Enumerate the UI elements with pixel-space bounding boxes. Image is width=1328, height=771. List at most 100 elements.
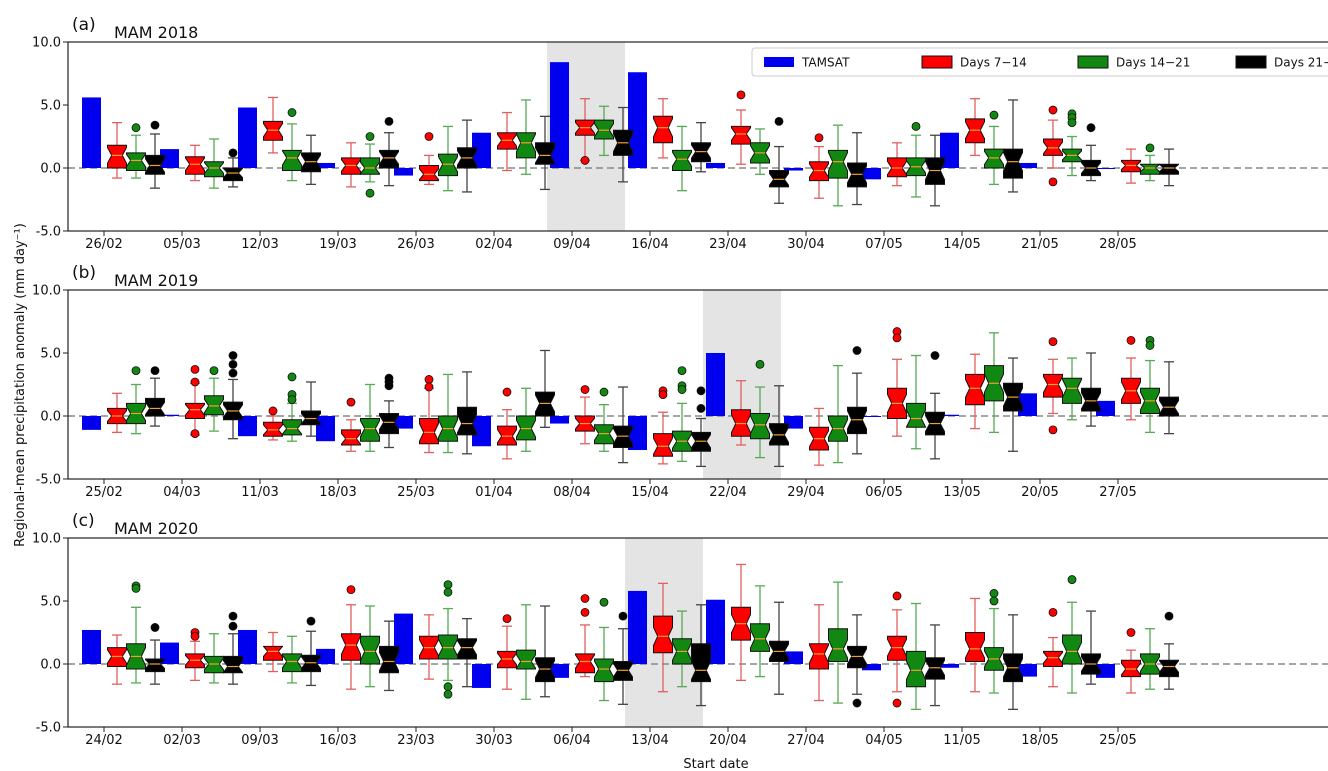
legend-label: Days 7−14	[960, 56, 1027, 70]
box-days-21-28-outlier	[930, 351, 940, 360]
box-days-7-14	[497, 132, 517, 150]
box-days-14-21	[984, 148, 1004, 169]
box-days-7-14	[341, 633, 361, 661]
box-days-14-21-outlier	[365, 132, 375, 141]
box-days-14-21-outlier	[287, 372, 297, 382]
legend-swatch	[1235, 55, 1267, 69]
box-days-14-21-outlier	[1067, 575, 1077, 584]
box-days-7-14-outlier	[268, 406, 278, 416]
tamsat-bar	[316, 416, 335, 442]
box-days-7-14	[731, 125, 751, 145]
box-days-7-14-outlier	[658, 390, 668, 399]
box-days-7-14-outlier	[424, 382, 434, 392]
tamsat-bar	[160, 149, 179, 168]
box-days-14-21	[1062, 634, 1082, 665]
box-days-7-14	[887, 157, 907, 178]
box-days-21-28-outlier	[696, 404, 706, 413]
x-tick-label: 24/02	[85, 733, 122, 748]
plot-frame	[67, 41, 1328, 232]
box-days-7-14	[185, 653, 205, 669]
box-days-21-28	[691, 643, 711, 683]
box-days-14-21-outlier	[599, 387, 609, 397]
box-days-7-14-outlier	[1126, 335, 1136, 345]
box-days-21-28	[145, 658, 165, 673]
box-days-14-21-outlier	[287, 108, 297, 117]
box-days-21-28	[457, 406, 477, 436]
box-days-21-28-outlier	[618, 611, 628, 621]
box-days-14-21	[828, 149, 848, 179]
x-tick-label: 28/05	[1099, 237, 1136, 252]
box-days-21-28-outlier	[228, 621, 238, 631]
x-tick-label: 09/03	[241, 733, 278, 748]
panel-label: (a)	[72, 15, 96, 35]
box-days-14-21	[516, 132, 536, 159]
box-days-14-21	[126, 152, 146, 171]
box-days-21-28	[223, 167, 243, 182]
box-days-14-21-outlier	[131, 123, 141, 133]
x-tick-label: 25/05	[1099, 733, 1136, 748]
panel-label: (b)	[72, 263, 96, 283]
x-tick-label: 30/03	[475, 733, 512, 748]
x-tick-label: 30/04	[787, 237, 824, 252]
box-days-14-21	[282, 419, 302, 436]
tamsat-bar	[550, 62, 569, 168]
box-days-7-14	[1043, 373, 1063, 398]
box-days-14-21-outlier	[677, 366, 687, 376]
tamsat-bar	[82, 97, 101, 168]
y-tick-label: 5.0	[40, 595, 61, 610]
box-days-7-14-outlier	[190, 631, 200, 641]
legend-swatch	[1077, 55, 1109, 69]
tamsat-bar	[394, 416, 413, 429]
x-tick-label: 14/05	[943, 237, 980, 252]
box-days-14-21	[672, 149, 692, 171]
box-days-7-14	[107, 144, 127, 169]
box-days-21-28	[847, 645, 867, 669]
legend-label: TAMSAT	[801, 56, 850, 70]
x-tick-label: 01/04	[475, 485, 512, 500]
box-days-14-21	[282, 653, 302, 673]
tamsat-bar	[472, 664, 491, 688]
box-days-7-14	[653, 115, 673, 144]
box-days-21-28-outlier	[150, 120, 160, 130]
box-days-21-28-outlier	[228, 611, 238, 621]
box-days-14-21	[750, 623, 770, 652]
box-days-21-28-outlier	[384, 116, 394, 126]
tamsat-bar	[784, 168, 803, 171]
box-days-14-21-outlier	[443, 587, 453, 597]
box-days-21-28	[1159, 163, 1179, 175]
x-tick-label: 13/05	[943, 485, 980, 500]
tamsat-bar	[238, 107, 257, 168]
box-days-7-14-outlier	[580, 607, 590, 617]
box-days-7-14	[653, 615, 673, 654]
box-days-14-21	[750, 413, 770, 440]
box-days-7-14-outlier	[1048, 425, 1058, 435]
box-days-14-21-outlier	[443, 689, 453, 699]
x-tick-label: 23/04	[709, 237, 746, 252]
tamsat-bar	[550, 664, 569, 678]
tamsat-bar	[862, 416, 881, 417]
box-days-7-14-outlier	[424, 375, 434, 384]
y-tick-label: 5.0	[40, 347, 61, 362]
tamsat-bar	[550, 416, 569, 424]
box-days-21-28	[535, 391, 555, 417]
box-days-14-21	[204, 161, 224, 178]
box-days-14-21-outlier	[911, 122, 921, 131]
box-days-21-28-outlier	[1086, 123, 1096, 133]
box-days-14-21-outlier	[443, 682, 453, 692]
x-tick-label: 12/03	[241, 237, 278, 252]
box-days-14-21	[516, 415, 536, 441]
box-days-7-14-outlier	[346, 397, 356, 407]
box-days-21-28	[379, 645, 399, 674]
box-days-14-21	[360, 418, 380, 442]
tamsat-bar	[316, 162, 335, 168]
tamsat-bar	[1096, 400, 1115, 416]
box-days-7-14	[887, 635, 907, 661]
box-days-7-14	[965, 632, 985, 662]
x-tick-label: 04/05	[865, 733, 902, 748]
box-days-14-21-outlier	[365, 188, 375, 198]
legend-label: Days 14−21	[1116, 56, 1190, 70]
tamsat-bar	[1018, 664, 1037, 677]
box-days-7-14	[107, 647, 127, 667]
